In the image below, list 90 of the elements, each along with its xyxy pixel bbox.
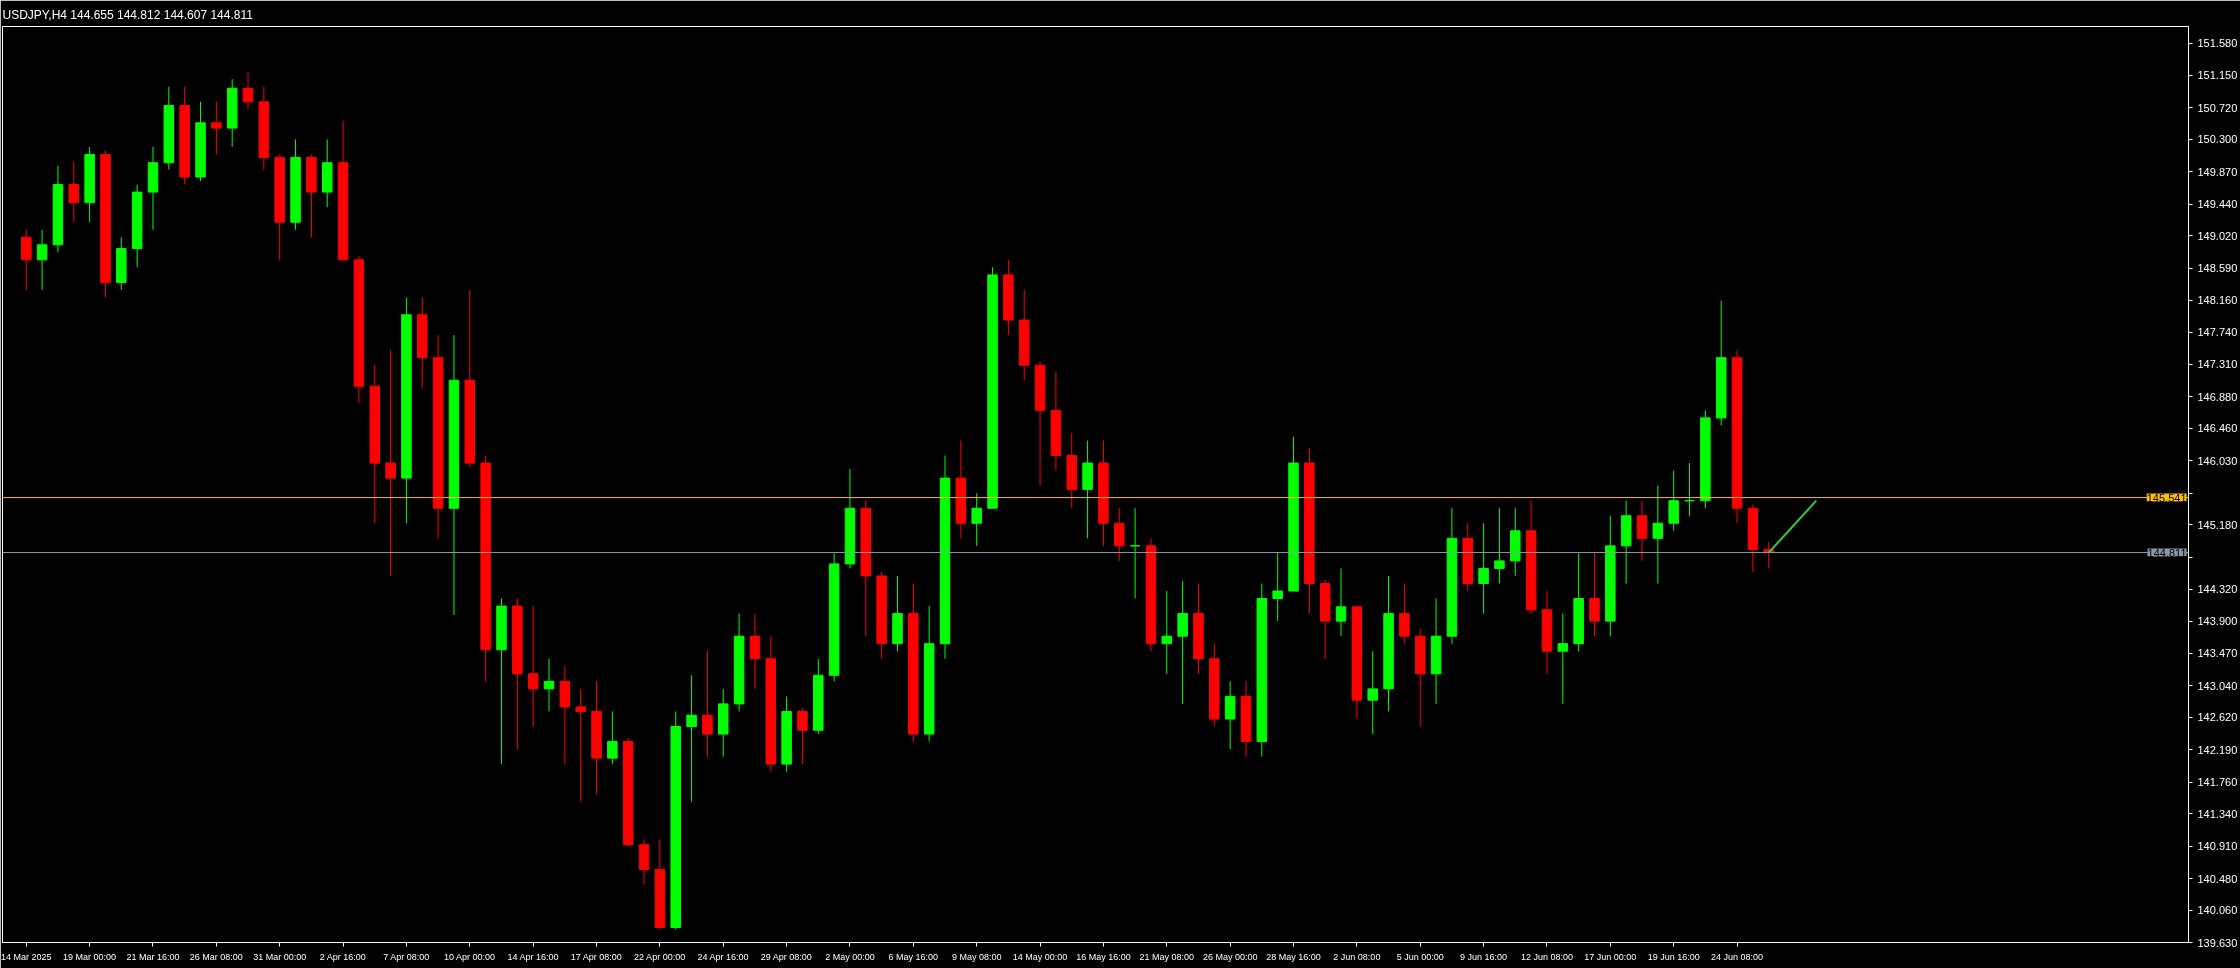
- y-tick-label: 144.320: [2197, 583, 2238, 596]
- x-tick-label: 7 Apr 08:00: [383, 951, 430, 962]
- y-tick-label: 142.620: [2197, 711, 2238, 724]
- x-tick-label: 28 May 16:00: [1266, 951, 1321, 962]
- candlestick: [575, 688, 586, 803]
- candlestick: [1161, 590, 1173, 675]
- candlestick: [242, 71, 254, 110]
- x-tick-label: 5 Jun 00:00: [1396, 951, 1444, 962]
- x-tick-label: 24 Jun 08:00: [1711, 951, 1764, 962]
- y-tick-label: 149.440: [2197, 198, 2238, 211]
- y-tick-label: 147.740: [2197, 326, 2238, 339]
- x-tick-label: 26 Mar 08:00: [189, 951, 243, 962]
- candlestick: [21, 229, 32, 291]
- chart-title: USDJPY,H4 144.655 144.812 144.607 144.811: [2, 7, 254, 22]
- x-tick-label: 31 Mar 00:00: [253, 951, 307, 962]
- x-tick-label: 9 Jun 16:00: [1460, 951, 1508, 962]
- y-tick-label: 148.590: [2197, 262, 2238, 275]
- y-tick-label: 141.760: [2197, 776, 2238, 789]
- x-tick-label: 21 May 08:00: [1139, 951, 1195, 962]
- candlestick: [1494, 507, 1505, 584]
- candlestick: [797, 707, 808, 765]
- x-tick-label: 14 May 00:00: [1012, 951, 1068, 962]
- x-tick-label: 21 Mar 16:00: [126, 951, 180, 962]
- candlestick: [971, 492, 982, 547]
- candlestick: [1129, 507, 1141, 600]
- x-tick-label: 26 May 00:00: [1202, 951, 1258, 962]
- y-tick-label: 143.040: [2197, 679, 2238, 692]
- y-tick-label: 146.880: [2197, 390, 2238, 403]
- candlestick: [1367, 650, 1378, 735]
- candlestick: [749, 613, 761, 690]
- candlestick: [1684, 462, 1695, 517]
- candlestick: [1652, 485, 1664, 584]
- x-tick-label: 6 May 16:00: [888, 951, 939, 962]
- candlestick: [1478, 522, 1489, 615]
- y-tick-label: 145.180: [2197, 518, 2238, 531]
- y-tick-label: 150.720: [2197, 101, 2238, 114]
- x-tick-label: 19 Jun 16:00: [1647, 951, 1700, 962]
- candlestick: [1668, 470, 1679, 532]
- y-tick-label: 140.910: [2197, 840, 2238, 853]
- candlestick: [1114, 507, 1125, 562]
- y-tick-label: 149.020: [2197, 229, 2238, 242]
- x-tick-label: 2 Apr 16:00: [319, 951, 366, 962]
- candlestick: [1335, 567, 1347, 637]
- y-tick-label: 142.190: [2197, 743, 2238, 756]
- x-tick-label: 24 Apr 16:00: [697, 951, 749, 962]
- y-tick-label: 146.030: [2197, 454, 2238, 467]
- x-tick-label: 17 Apr 08:00: [570, 951, 622, 962]
- x-tick-label: 9 May 08:00: [951, 951, 1002, 962]
- y-tick-label: 143.470: [2197, 647, 2238, 660]
- y-tick-label: 141.340: [2197, 807, 2238, 820]
- y-tick-label: 150.300: [2197, 133, 2238, 146]
- candlestick: [1636, 500, 1648, 562]
- candlestick: [527, 605, 539, 727]
- x-tick-label: 10 Apr 00:00: [444, 951, 496, 962]
- candlestick: [1557, 613, 1569, 705]
- candlestick: [36, 229, 48, 291]
- candlestick: [1177, 580, 1188, 705]
- x-tick-label: 2 May 00:00: [825, 951, 875, 962]
- y-tick-label: 148.160: [2197, 294, 2238, 307]
- y-tick-label: 149.870: [2197, 165, 2238, 178]
- candlestick: [607, 710, 618, 765]
- y-tick-label: 139.630: [2197, 936, 2238, 949]
- ref-line-label: 145.541: [2146, 491, 2187, 504]
- candlestick: [68, 161, 80, 223]
- y-tick-label: 151.580: [2197, 37, 2238, 50]
- y-tick-label: 143.900: [2197, 615, 2238, 628]
- x-tick-label: 14 Mar 2025: [0, 951, 52, 962]
- y-tick-label: 140.060: [2197, 904, 2238, 917]
- candlestick: [1399, 582, 1410, 645]
- ref-line-label: 144.811: [2147, 546, 2187, 559]
- candlestick: [385, 349, 396, 577]
- x-tick-label: 16 May 16:00: [1076, 951, 1131, 962]
- candlestick: [211, 101, 222, 155]
- x-tick-label: 14 Apr 16:00: [507, 951, 559, 962]
- candlestick: [1224, 680, 1236, 750]
- y-tick-label: 146.460: [2197, 422, 2238, 435]
- candlestick: [1589, 552, 1600, 637]
- x-tick-label: 2 Jun 08:00: [1333, 951, 1381, 962]
- candlestick: [686, 674, 697, 803]
- candlestick: [702, 650, 713, 758]
- candlestick: [1272, 552, 1283, 622]
- x-tick-label: 22 Apr 00:00: [634, 951, 686, 962]
- y-tick-label: 140.480: [2197, 872, 2238, 885]
- x-tick-label: 12 Jun 08:00: [1520, 951, 1573, 962]
- candlestick: [543, 658, 555, 712]
- y-tick-label: 151.150: [2197, 69, 2238, 82]
- x-tick-label: 29 Apr 08:00: [760, 951, 812, 962]
- x-tick-label: 19 Mar 00:00: [63, 951, 117, 962]
- y-tick-label: 147.310: [2197, 358, 2238, 371]
- x-tick-label: 17 Jun 00:00: [1584, 951, 1637, 962]
